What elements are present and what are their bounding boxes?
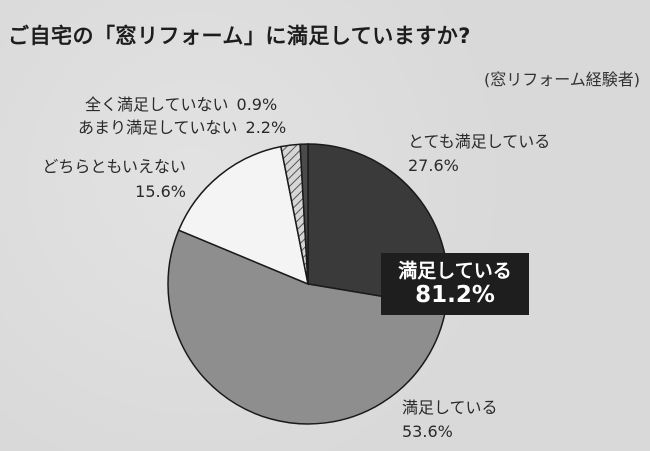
callout-value: 81.2% (415, 282, 495, 308)
label-zenku: 全く満足していない 0.9% (85, 95, 277, 114)
label-zenku-value: 0.9% (237, 95, 278, 114)
label-zenku-name: 全く満足していない (85, 95, 229, 114)
label-dochira-name: どちらともいえない (42, 157, 186, 176)
label-totemo-name: とても満足している (408, 132, 550, 151)
label-amari: あまり満足していない 2.2% (78, 118, 286, 137)
label-manzoku-name: 満足している (402, 398, 498, 417)
chart-title: ご自宅の「窓リフォーム」に満足していますか? (8, 24, 471, 48)
callout-box (381, 253, 529, 315)
slice-manzoku (167, 229, 447, 425)
callout-label: 満足している (398, 260, 512, 282)
label-amari-value: 2.2% (246, 118, 287, 137)
slice-dochira (177, 145, 310, 286)
label-totemo-value: 27.6% (408, 156, 459, 175)
chart-subtitle: (窓リフォーム経験者) (483, 70, 640, 89)
label-manzoku-value: 53.6% (402, 422, 453, 441)
label-amari-name: あまり満足していない (78, 118, 238, 137)
label-dochira-value: 15.6% (135, 182, 186, 201)
slice-zenku (299, 143, 309, 285)
